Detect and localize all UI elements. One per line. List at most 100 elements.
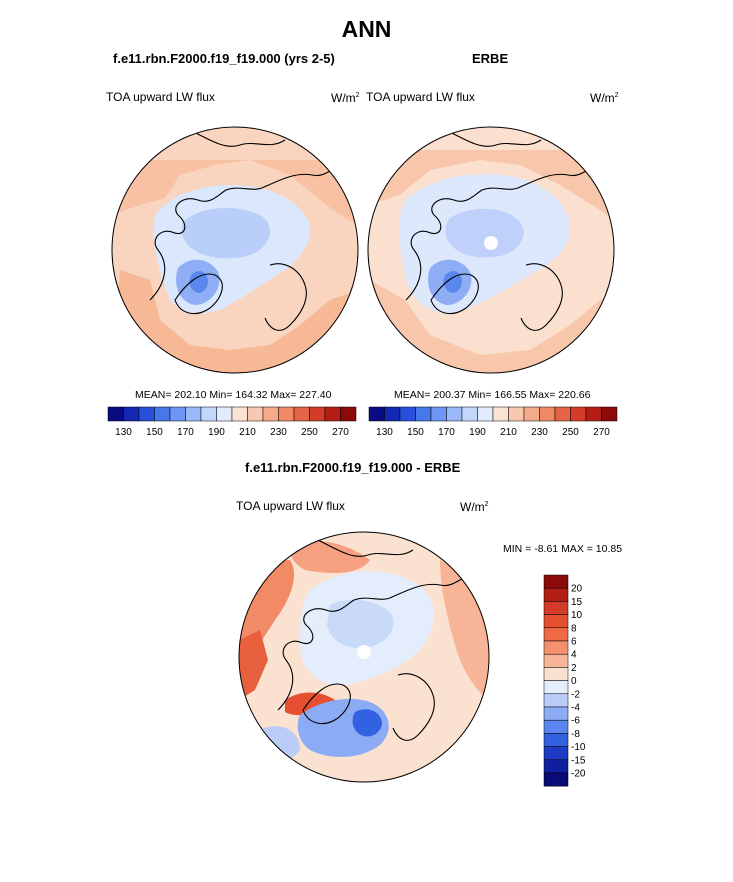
panel2-south-band <box>368 280 614 373</box>
panel1-variable-label: TOA upward LW flux <box>106 90 215 104</box>
panel2-colorbar-tick: 230 <box>531 427 548 438</box>
panel1-colorbar-bin <box>340 406 357 422</box>
panel2-colorbar-bin <box>508 406 525 422</box>
panel3-coast-pacific-rim <box>317 539 414 557</box>
panel3-colorbar-tick: 6 <box>571 637 577 648</box>
panel3-atlantic-cool-core <box>352 709 382 737</box>
panel3-colorbar-bin <box>543 601 569 615</box>
panel1-colorbar-tick: 130 <box>115 427 132 438</box>
panel3-west-strong-warm <box>239 630 268 700</box>
panel2-colorbar-tick: 210 <box>500 427 517 438</box>
panel1-colorbar-bin <box>154 406 171 422</box>
panel2-coast-north-america <box>405 187 519 301</box>
panel3-colorbar-tick: 15 <box>571 597 583 608</box>
panel3-colorbar-bin <box>543 746 569 761</box>
panel1-frame <box>111 126 359 374</box>
panel3-colorbar-bin <box>543 667 569 681</box>
panel1-colorbar-bin <box>107 406 124 422</box>
panel2-case-title: ERBE <box>472 51 509 66</box>
panel3-frame <box>238 531 490 783</box>
panel2-variable-label: TOA upward LW flux <box>366 90 475 104</box>
panel2-colorbar-bin <box>399 406 416 422</box>
panel2-arctic-core <box>445 208 524 258</box>
panel3-colorbar-bin <box>543 587 569 602</box>
panel1-colorbar-bin <box>293 406 310 422</box>
panel1-coast-pacific-rim <box>189 129 286 147</box>
panel1-colorbar-tick: 190 <box>208 427 225 438</box>
panel3-colorbar-tick: -20 <box>571 769 586 780</box>
panel1-colorbar-bin <box>185 406 202 422</box>
panel2-colorbar-tick: 150 <box>407 427 424 438</box>
panel2-colorbar-bin <box>523 406 540 422</box>
panel3-north-warm-band <box>289 540 370 573</box>
panel3-colorbar-tick: -15 <box>571 755 586 766</box>
panel1-colorbar-bin <box>231 406 248 422</box>
panel3-colorbar-tick: 8 <box>571 623 577 634</box>
panel1-colorbar-bin <box>324 406 341 422</box>
panel3-units-label: W/m2 <box>460 500 489 514</box>
panel2-colorbar: 130 150 170 190 210 230 250 270 <box>368 406 618 438</box>
panel2-colorbar-bin <box>430 406 447 422</box>
panel2-colorbar-bin <box>539 406 556 422</box>
panel2-colorbar-bin <box>601 406 618 422</box>
panel2-colorbar-bin <box>446 406 463 422</box>
panel3-colorbar-tick: -10 <box>571 742 586 753</box>
panel3-greenland-warm <box>285 692 335 716</box>
panel2-colorbar-bin <box>368 406 385 422</box>
panel1-south-band <box>112 270 358 373</box>
panel1-colorbar-bin <box>262 406 279 422</box>
panel3-colorbar-bin <box>543 772 569 787</box>
panel3-colorbar-tick: 20 <box>571 584 583 595</box>
panel1-units-label: W/m2 <box>331 91 360 105</box>
panel3-colorbar-bin <box>543 680 569 695</box>
panel3-pole-hole <box>357 645 371 659</box>
panel1-colorbar-bin <box>123 406 140 422</box>
panel1-coast-north-america <box>149 187 263 301</box>
panel3-colorbar-tick: -4 <box>571 703 580 714</box>
panel3-map <box>239 532 489 782</box>
panel3-colorbar-bin <box>543 706 569 721</box>
panel1-colorbar-bin <box>200 406 217 422</box>
panel2-colorbar-bin <box>554 406 571 422</box>
panel2-stats: MEAN= 200.37 Min= 166.55 Max= 220.66 <box>394 389 591 401</box>
panel2-colorbar-bin <box>492 406 509 422</box>
panel1-colorbar-tick: 270 <box>332 427 349 438</box>
figure-title: ANN <box>341 16 392 42</box>
panel3-colorbar-bin <box>543 574 569 589</box>
panel1-colorbar-bin <box>309 406 326 422</box>
panel2-pacific-band <box>368 150 614 220</box>
panel3-colorbar-bin <box>543 759 569 774</box>
panel1-case-title: f.e11.rbn.F2000.f19_f19.000 (yrs 2-5) <box>113 51 335 66</box>
panel1-colorbar-tick: 210 <box>239 427 256 438</box>
panel1-greenland-core <box>189 271 208 293</box>
panel3-colorbar-bin <box>543 653 569 668</box>
panel2-colorbar-tick: 270 <box>593 427 610 438</box>
panel2-coast-pacific-rim <box>445 129 542 147</box>
panel2-greenland-core <box>443 271 462 293</box>
panel1-colorbar-bin <box>278 406 295 422</box>
panel2-coast-europe <box>520 263 563 331</box>
panel3-coast-europe <box>392 673 435 741</box>
panel2-frame <box>367 126 615 374</box>
panel2-colorbar-tick: 170 <box>438 427 455 438</box>
panel3-colorbar-tick: -8 <box>571 729 580 740</box>
panel2-colorbar-bin <box>461 406 478 422</box>
panel1-colorbar-tick: 250 <box>301 427 318 438</box>
panel3-colorbar-tick: 10 <box>571 610 583 621</box>
panel3-colorbar-bin <box>543 627 569 642</box>
panel3-colorbar-tick: -6 <box>571 716 580 727</box>
panel1-coastlines <box>149 129 346 331</box>
panel3-arctic-core <box>327 599 394 649</box>
panel3-colorbar-bin <box>543 693 569 708</box>
panel1-colorbar-bin <box>138 406 155 422</box>
panel3-coast-greenland <box>302 683 351 725</box>
panel3-min-max: MIN = -8.61 MAX = 10.85 <box>503 543 623 555</box>
panel1-colorbar: 130 150 170 190 210 230 250 270 <box>107 406 357 438</box>
panel2-colorbar-bin <box>415 406 432 422</box>
panel2-colorbar-tick: 190 <box>469 427 486 438</box>
panel2-units-label: W/m2 <box>590 91 619 105</box>
panel3-case-title: f.e11.rbn.F2000.f19_f19.000 - ERBE <box>245 460 461 475</box>
panel1-colorbar-bin <box>216 406 233 422</box>
panel1-colorbar-bin <box>169 406 186 422</box>
